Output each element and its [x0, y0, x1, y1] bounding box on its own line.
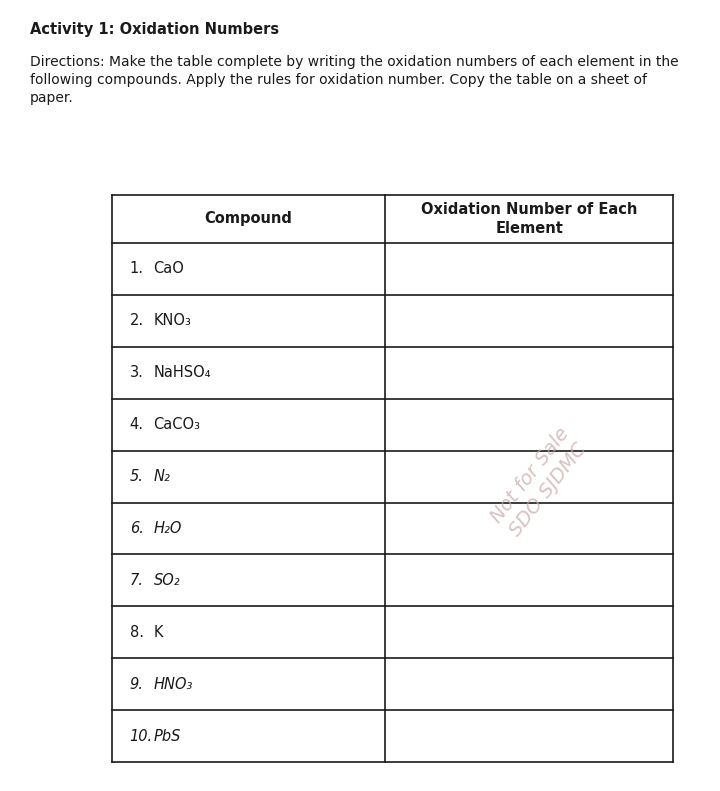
Text: KNO₃: KNO₃: [153, 313, 192, 328]
Text: 8.: 8.: [130, 625, 143, 640]
Text: 7.: 7.: [130, 573, 143, 588]
Text: 6.: 6.: [130, 521, 143, 536]
Text: 10.: 10.: [130, 729, 153, 744]
Text: PbS: PbS: [153, 729, 181, 744]
Text: paper.: paper.: [30, 91, 73, 105]
Text: CaO: CaO: [153, 262, 184, 276]
Text: 4.: 4.: [130, 417, 143, 432]
Text: 5.: 5.: [130, 469, 143, 484]
Text: CaCO₃: CaCO₃: [153, 417, 201, 432]
Text: 2.: 2.: [130, 313, 144, 328]
Text: Oxidation Number of Each
Element: Oxidation Number of Each Element: [421, 202, 637, 236]
Text: NaHSO₄: NaHSO₄: [153, 365, 211, 380]
Text: K: K: [153, 625, 163, 640]
Text: 9.: 9.: [130, 676, 143, 691]
Text: Compound: Compound: [204, 211, 292, 226]
Text: H₂O: H₂O: [153, 521, 182, 536]
Text: 3.: 3.: [130, 365, 143, 380]
Text: SO₂: SO₂: [153, 573, 180, 588]
Text: HNO₃: HNO₃: [153, 676, 193, 691]
Text: Not for Sale
SDO SJDMC: Not for Sale SDO SJDMC: [487, 424, 591, 541]
Text: 1.: 1.: [130, 262, 143, 276]
Text: Activity 1: Oxidation Numbers: Activity 1: Oxidation Numbers: [30, 22, 279, 37]
Text: Directions: Make the table complete by writing the oxidation numbers of each ele: Directions: Make the table complete by w…: [30, 55, 679, 69]
Text: N₂: N₂: [153, 469, 171, 484]
Text: following compounds. Apply the rules for oxidation number. Copy the table on a s: following compounds. Apply the rules for…: [30, 73, 647, 87]
